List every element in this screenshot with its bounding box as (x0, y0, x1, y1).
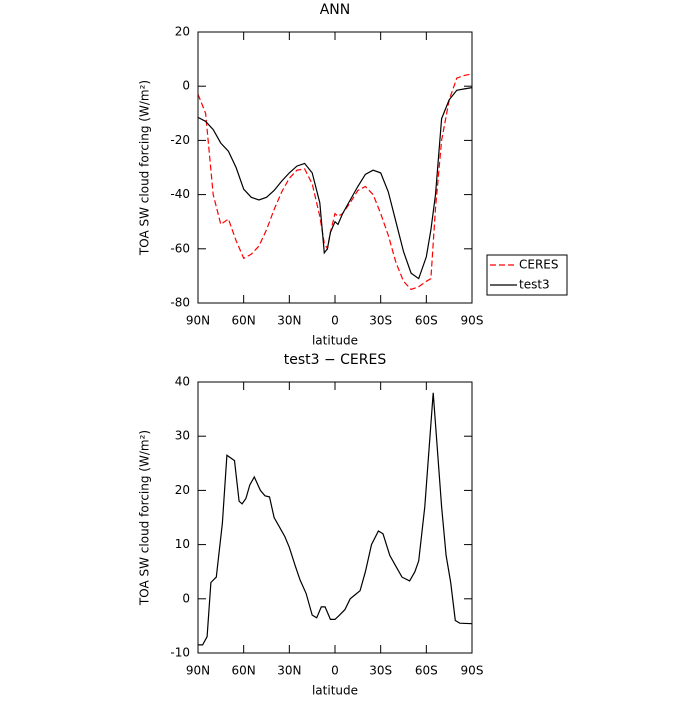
y-tick-label: 20 (175, 483, 190, 497)
chart-title: test3 − CERES (284, 352, 387, 368)
x-tick-label: 90S (461, 664, 484, 678)
y-tick-label: 0 (182, 79, 190, 93)
x-tick-label: 60S (415, 664, 438, 678)
line-series (197, 87, 473, 280)
line-series (198, 392, 473, 646)
x-tick-label: 60N (232, 314, 256, 328)
legend-label: CERES (519, 258, 559, 272)
line-series (197, 73, 473, 291)
y-tick-label: -80 (170, 296, 190, 310)
x-tick-label: 60S (415, 314, 438, 328)
y-tick-label: 40 (175, 375, 190, 389)
y-tick-label: -40 (170, 187, 190, 201)
x-tick-label: 90N (186, 314, 210, 328)
x-tick-label: 60N (232, 664, 256, 678)
y-tick-label: 20 (175, 25, 190, 39)
x-tick-label: 90N (186, 664, 210, 678)
y-tick-label: 0 (182, 591, 190, 605)
y-tick-label: 30 (175, 429, 190, 443)
x-tick-label: 30S (369, 664, 392, 678)
x-tick-label: 30N (277, 314, 301, 328)
x-tick-label: 30S (369, 314, 392, 328)
x-tick-label: 30N (277, 664, 301, 678)
y-tick-label: -10 (170, 646, 190, 660)
plot-frame (197, 381, 473, 654)
x-tick-label: 0 (331, 314, 339, 328)
legend-label: test3 (519, 278, 550, 292)
chart-title: ANN (320, 2, 351, 18)
y-axis-label: TOA SW cloud forcing (W/m²) (138, 430, 152, 606)
legend-box (486, 254, 568, 296)
x-axis-label: latitude (312, 684, 358, 698)
x-tick-label: 0 (331, 664, 339, 678)
y-tick-label: -60 (170, 241, 190, 255)
x-axis-label: latitude (312, 334, 358, 348)
y-axis-label: TOA SW cloud forcing (W/m²) (138, 80, 152, 256)
x-tick-label: 90S (461, 314, 484, 328)
y-tick-label: 10 (175, 537, 190, 551)
plot-frame (197, 31, 473, 304)
y-tick-label: -20 (170, 133, 190, 147)
